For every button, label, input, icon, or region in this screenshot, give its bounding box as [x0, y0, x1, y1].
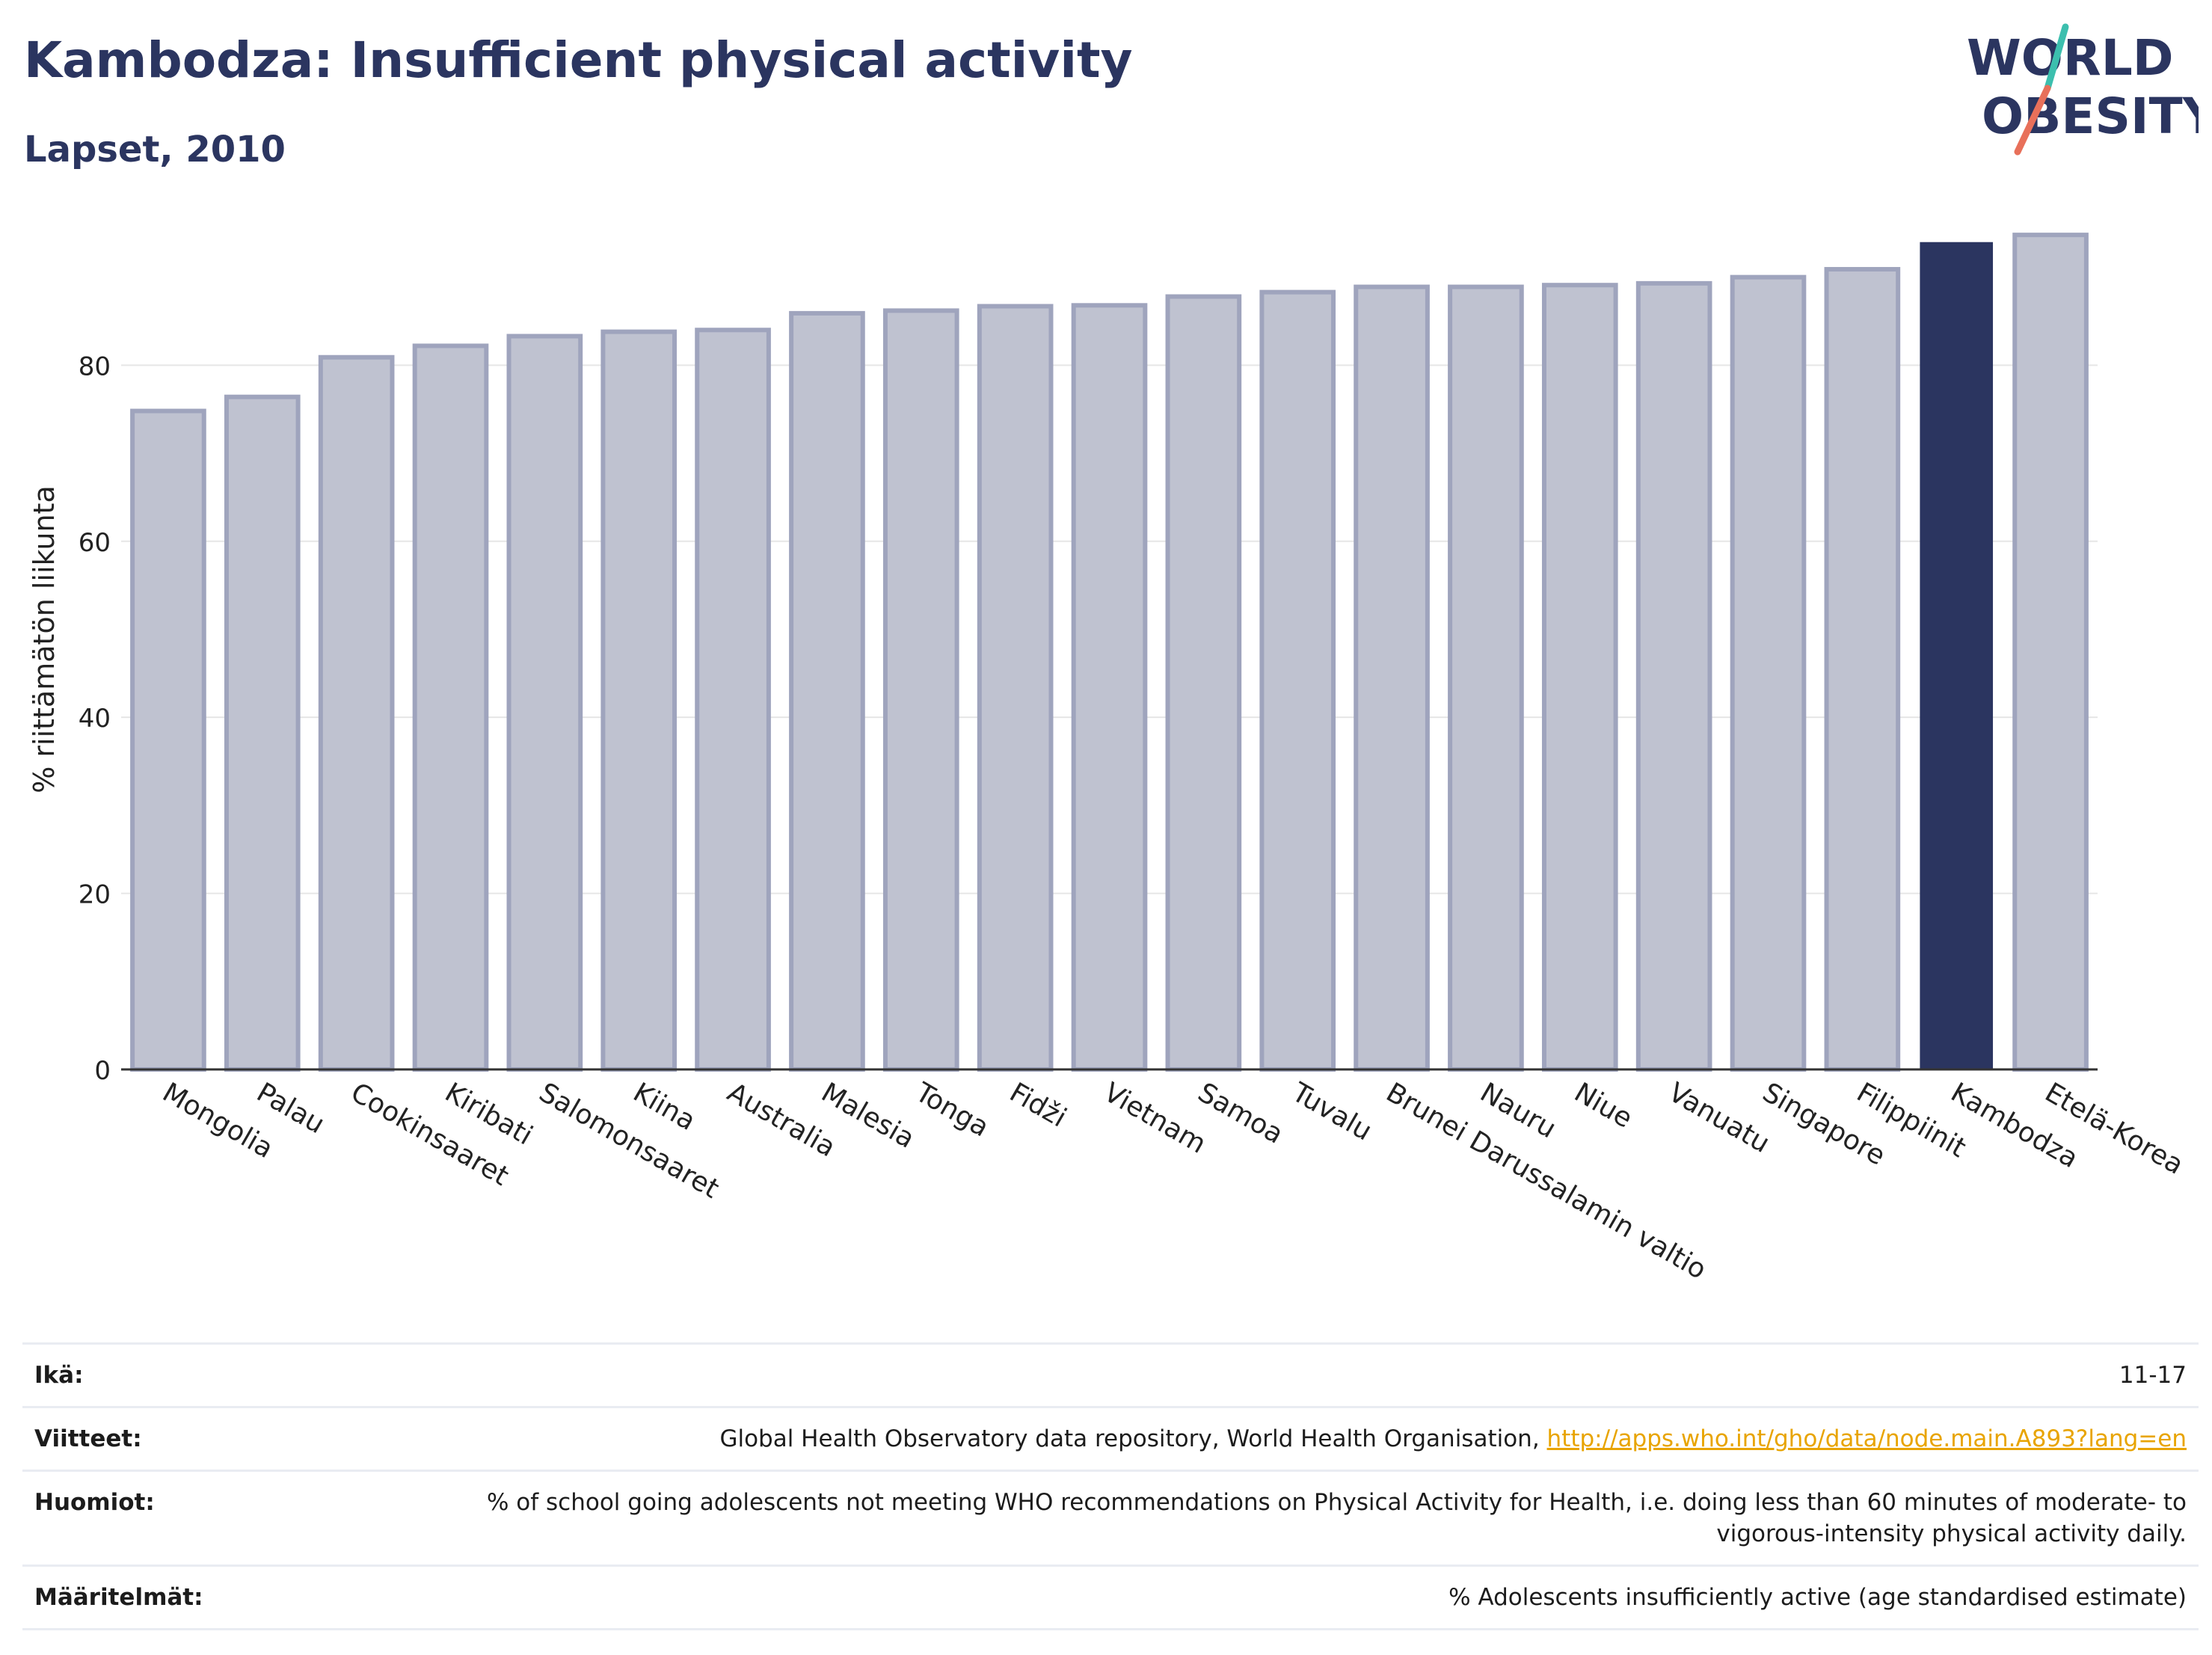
- footer-label-definitions: Määritelmät:: [34, 1584, 203, 1611]
- y-tick-label: 60: [79, 528, 111, 558]
- y-tick-label: 0: [94, 1056, 111, 1086]
- x-tick-label: Salomonsaaret: [534, 1077, 724, 1205]
- bar-brunei-darussalamin-valtio: [1354, 284, 1430, 1072]
- footer-row-definitions: Määritelmät: % Adolescents insufficientl…: [22, 1565, 2199, 1630]
- bar-cookinsaaret: [318, 354, 395, 1072]
- bar-tonga: [882, 308, 959, 1072]
- footer-value-notes: % of school going adolescents not meetin…: [486, 1489, 2187, 1547]
- bar-singapore: [1730, 274, 1807, 1072]
- bar-malesia: [789, 310, 865, 1072]
- bar-kiina: [600, 329, 678, 1072]
- bar-tuvalu: [1259, 289, 1336, 1072]
- x-tick-label: Cookinsaaret: [345, 1077, 514, 1192]
- footer-value-references: Global Health Observatory data repositor…: [719, 1423, 2187, 1455]
- y-tick-label: 20: [79, 880, 111, 910]
- bars: [130, 233, 2089, 1072]
- footer-label-notes: Huomiot:: [34, 1489, 155, 1516]
- x-tick-label: Tuvalu: [1286, 1077, 1377, 1147]
- footer-reference-link[interactable]: http://apps.who.int/gho/data/node.main.A…: [1546, 1425, 2187, 1452]
- bar-kiribati: [412, 343, 489, 1072]
- chart-subtitle: Lapset, 2010: [24, 129, 286, 171]
- world-obesity-logo: WORLD OBESITY: [1967, 23, 2199, 156]
- footer-label-age: Ikä:: [34, 1362, 84, 1389]
- chart-title: Kambodza: Insufficient physical activity: [24, 31, 1133, 89]
- bar-vietnam: [1071, 303, 1148, 1072]
- y-tick-label: 80: [79, 351, 111, 381]
- x-tick-label: Tonga: [909, 1077, 994, 1143]
- bar-samoa: [1165, 294, 1242, 1072]
- bar-vanuatu: [1635, 280, 1712, 1072]
- logo-line2: OBESITY: [1982, 87, 2199, 145]
- bar-etel-korea: [2012, 233, 2089, 1072]
- chart-footer: Ikä: 11-17 Viitteet: Global Health Obser…: [22, 1342, 2199, 1630]
- logo-stroke-teal: [2044, 23, 2069, 92]
- footer-row-age: Ikä: 11-17: [22, 1342, 2199, 1406]
- x-tick-label: Vanuatu: [1663, 1077, 1775, 1159]
- bar-salomonsaaret: [506, 334, 583, 1072]
- x-tick-label: Brunei Darussalamin valtio: [1381, 1077, 1712, 1286]
- bar-mongolia: [130, 408, 206, 1072]
- bar-filippiinit: [1824, 267, 1901, 1072]
- logo-line1: WORLD: [1967, 29, 2174, 87]
- x-tick-label: Fidži: [1004, 1077, 1072, 1133]
- y-tick-label: 40: [79, 704, 111, 734]
- footer-label-references: Viitteet:: [34, 1425, 142, 1452]
- logo-stroke-coral: [2014, 85, 2051, 156]
- bar-niue: [1541, 283, 1618, 1072]
- footer-reference-text: Global Health Observatory data repositor…: [719, 1425, 1547, 1452]
- footer-value-definitions: % Adolescents insufficiently active (age…: [1448, 1584, 2187, 1611]
- footer-value-age: 11-17: [2119, 1362, 2187, 1389]
- x-tick-label: Vietnam: [1099, 1077, 1211, 1160]
- x-tick-label: Kiina: [628, 1077, 701, 1137]
- x-tick-label: Niue: [1569, 1077, 1637, 1134]
- footer-row-notes: Huomiot: % of school going adolescents n…: [22, 1470, 2199, 1565]
- bar-nauru: [1448, 284, 1524, 1072]
- bar-kambodza: [1920, 242, 1994, 1070]
- bar-australia: [695, 328, 771, 1072]
- y-axis-label: % riittämätön liikunta: [28, 485, 61, 793]
- bar-palau: [224, 394, 301, 1072]
- x-tick-label: Australia: [722, 1077, 841, 1163]
- footer-row-references: Viitteet: Global Health Observatory data…: [22, 1406, 2199, 1470]
- bar-fid-i: [977, 304, 1054, 1072]
